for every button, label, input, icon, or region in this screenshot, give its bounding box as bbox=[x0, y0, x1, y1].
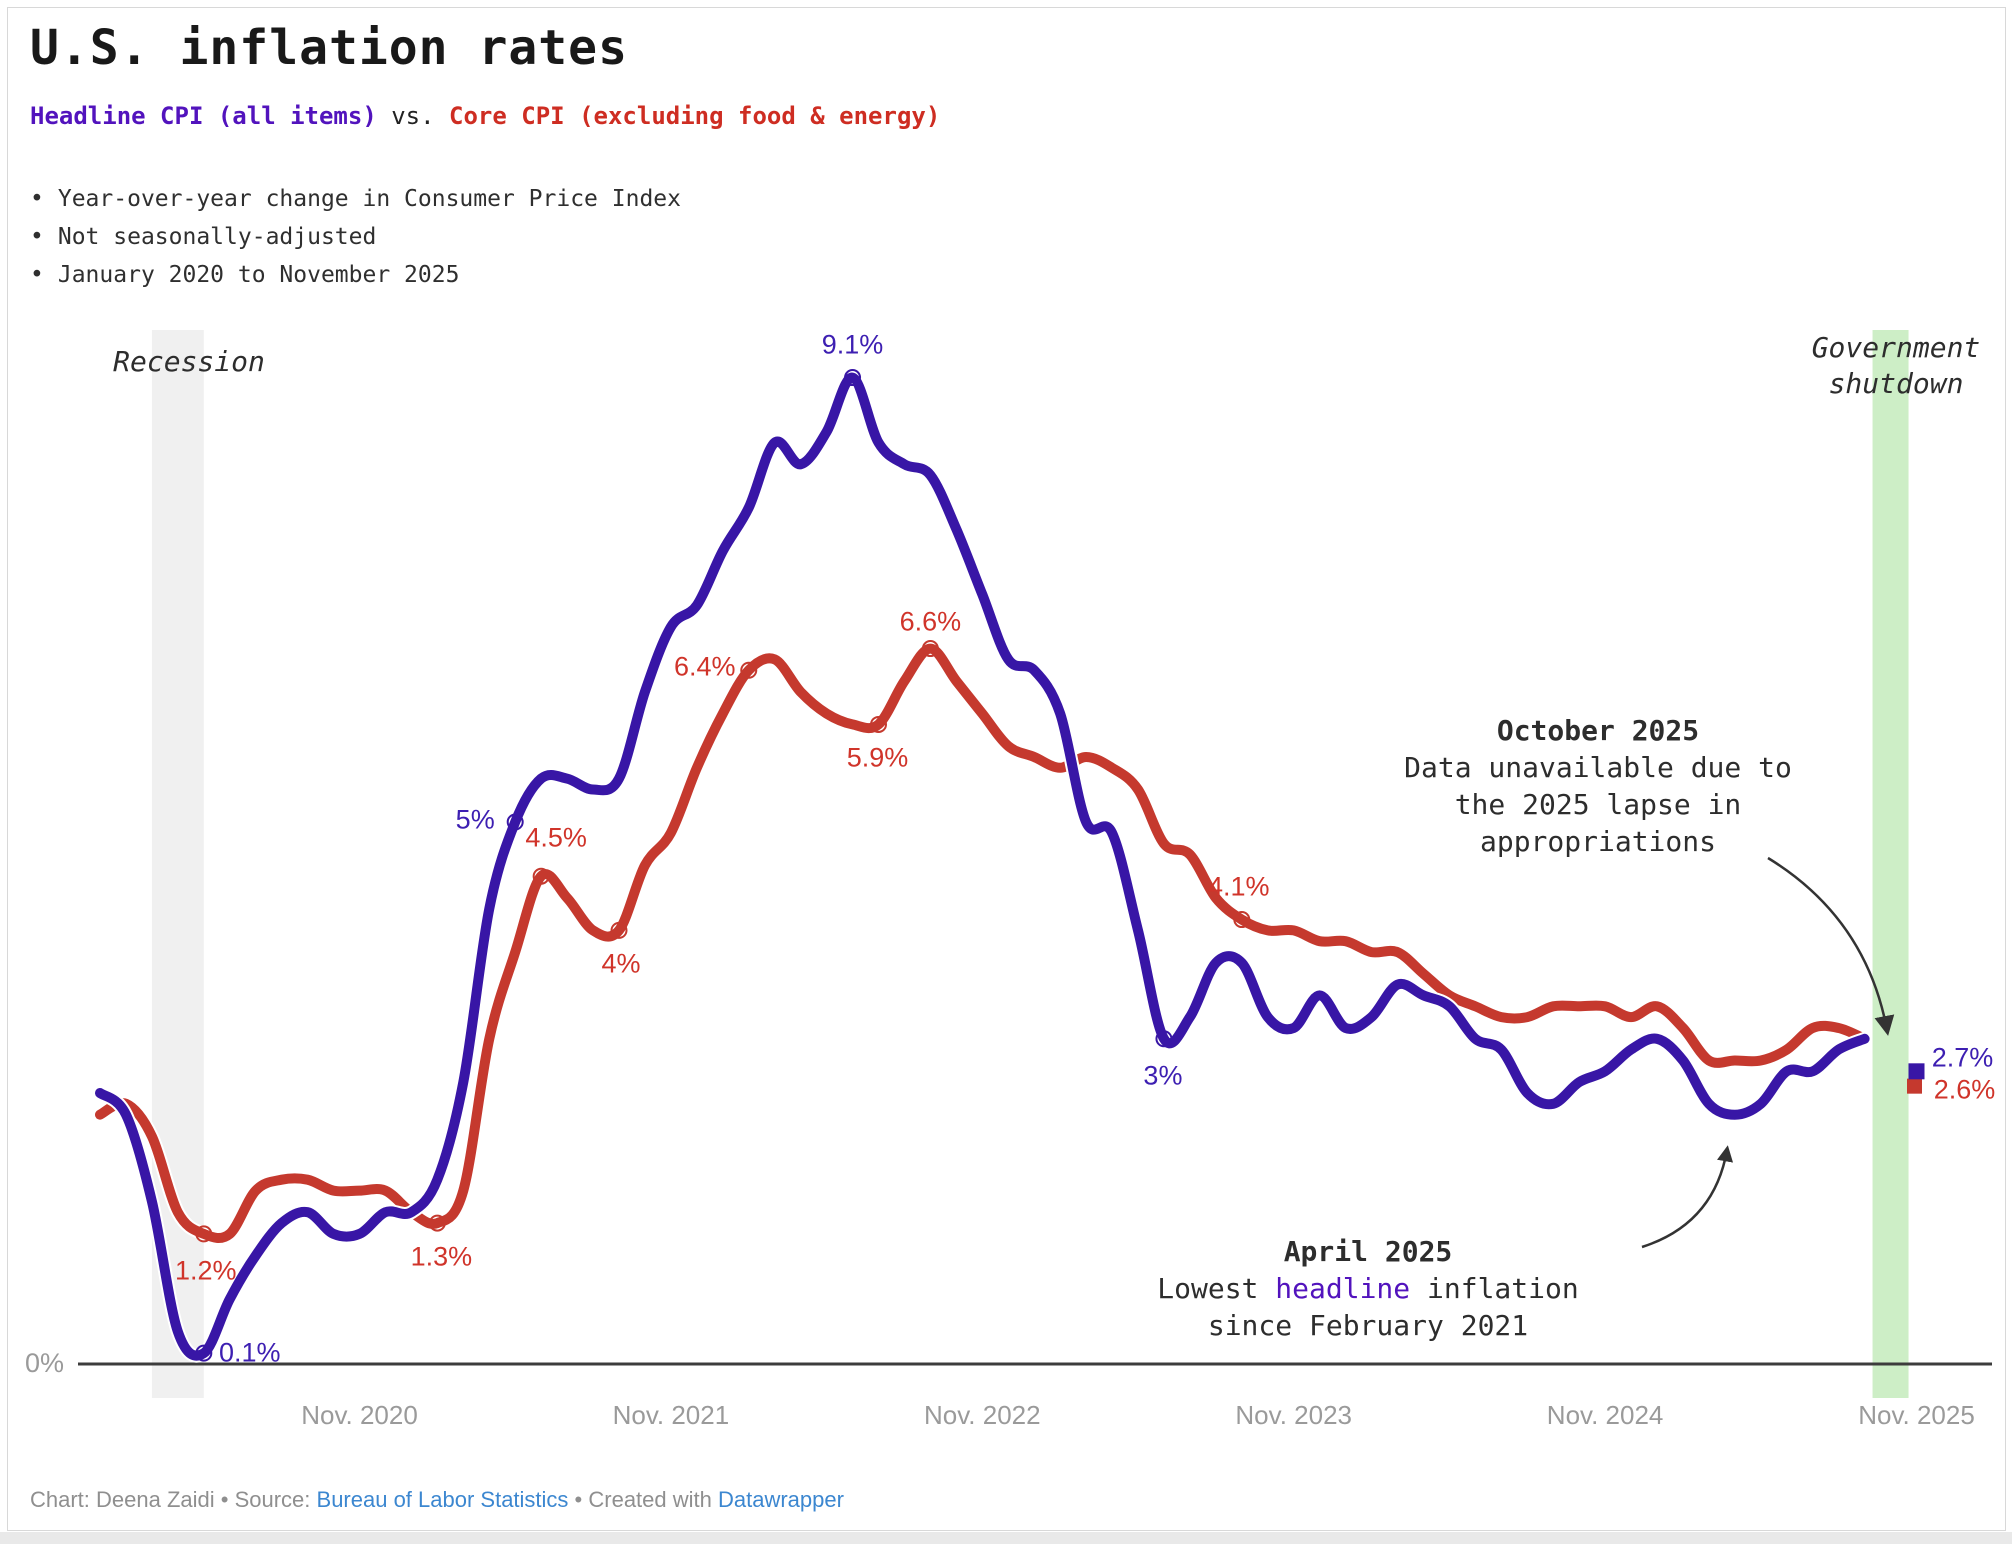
annotation-line: Lowest headline inflation bbox=[1108, 1270, 1628, 1307]
headline-line bbox=[95, 372, 1870, 1361]
chart-description-list: • Year-over-year change in Consumer Pric… bbox=[30, 180, 681, 294]
headline-point-label: 3% bbox=[1143, 1060, 1183, 1091]
legend-core-label: Core CPI (excluding food & energy) bbox=[449, 102, 941, 130]
headline-point-label: 9.1% bbox=[821, 329, 884, 360]
core-line bbox=[95, 643, 1870, 1244]
annotation-highlight-headline: headline bbox=[1275, 1272, 1411, 1305]
description-text: Not seasonally-adjusted bbox=[57, 224, 377, 250]
footer-credit-text: Chart: Deena Zaidi • Source: bbox=[30, 1487, 317, 1512]
annotation-text: Lowest bbox=[1157, 1272, 1276, 1305]
headline-point-marker bbox=[195, 1344, 213, 1362]
chart-footer: Chart: Deena Zaidi • Source: Bureau of L… bbox=[30, 1487, 844, 1513]
core-point-marker bbox=[428, 1214, 446, 1232]
headline-point-marker bbox=[506, 813, 524, 831]
annotation-line: the 2025 lapse in bbox=[1454, 788, 1742, 821]
core-point-marker bbox=[921, 640, 939, 658]
annotation-line: since February 2021 bbox=[1207, 1309, 1529, 1342]
government-shutdown-band bbox=[1872, 330, 1909, 1398]
core-point-label: 6.4% bbox=[673, 651, 736, 682]
core-point-marker bbox=[610, 921, 628, 939]
y-axis-zero-label: 0% bbox=[24, 1348, 64, 1378]
core-point-label: 4.5% bbox=[525, 822, 587, 853]
april-annotation-arrow bbox=[1641, 1145, 1734, 1249]
core-point-label: 5.9% bbox=[846, 742, 909, 773]
core-point-marker bbox=[1233, 911, 1251, 929]
headline-point-marker bbox=[1155, 1030, 1173, 1048]
bullet-dot: • bbox=[30, 186, 44, 212]
annotation-line: Data unavailable due to bbox=[1404, 751, 1792, 784]
x-tick-label: Nov. 2025 bbox=[1858, 1400, 1975, 1430]
core-point-marker bbox=[532, 867, 550, 885]
annotation-october-2025: October 2025 Data unavailable due to the… bbox=[1338, 712, 1858, 860]
legend-headline-label: Headline CPI (all items) bbox=[30, 102, 377, 130]
description-item: • January 2020 to November 2025 bbox=[30, 256, 681, 294]
recession-band-label: Recession bbox=[113, 345, 265, 378]
x-tick-label: Nov. 2020 bbox=[301, 1400, 418, 1430]
bullet-dot: • bbox=[30, 262, 44, 288]
headline-isolated-point-marker bbox=[1908, 1063, 1925, 1080]
x-tick-label: Nov. 2024 bbox=[1546, 1400, 1664, 1430]
headline-point-label: 0.1% bbox=[219, 1337, 281, 1368]
source-link[interactable]: Bureau of Labor Statistics bbox=[316, 1487, 569, 1512]
core-point-marker bbox=[195, 1225, 213, 1243]
core-point-label: 4.1% bbox=[1208, 871, 1270, 902]
core-point-marker bbox=[740, 661, 758, 679]
headline-point-label: 5% bbox=[455, 804, 495, 835]
headline-point-label: 2.7% bbox=[1931, 1042, 1994, 1073]
annotation-april-2025: April 2025 Lowest headline inflation sin… bbox=[1108, 1233, 1628, 1344]
government-shutdown-band-label: Government shutdown bbox=[1811, 331, 1981, 400]
core-point-label: 1.3% bbox=[410, 1241, 473, 1272]
core-point-label: 2.6% bbox=[1933, 1074, 1996, 1105]
headline-point-marker bbox=[844, 369, 862, 387]
x-tick-label: Nov. 2022 bbox=[924, 1400, 1041, 1430]
annotation-line: appropriations bbox=[1479, 825, 1716, 858]
description-item: • Year-over-year change in Consumer Pric… bbox=[30, 180, 681, 218]
annotation-title: October 2025 bbox=[1496, 714, 1700, 747]
legend-vs-text: vs. bbox=[376, 102, 450, 130]
october-annotation-arrow bbox=[1767, 856, 1895, 1036]
annotation-title: April 2025 bbox=[1283, 1235, 1453, 1268]
core-point-label: 6.6% bbox=[899, 606, 962, 637]
annotation-text: inflation bbox=[1410, 1272, 1579, 1305]
footer-separator-text: • Created with bbox=[568, 1487, 718, 1512]
core-point-label: 1.2% bbox=[175, 1255, 237, 1286]
chart-subtitle: Headline CPI (all items) vs. Core CPI (e… bbox=[30, 102, 940, 130]
bullet-dot: • bbox=[30, 224, 44, 250]
datawrapper-link[interactable]: Datawrapper bbox=[717, 1487, 844, 1512]
window-bottom-edge bbox=[0, 1532, 2012, 1544]
x-tick-label: Nov. 2021 bbox=[612, 1400, 730, 1430]
description-text: January 2020 to November 2025 bbox=[57, 262, 460, 288]
description-item: • Not seasonally-adjusted bbox=[30, 218, 681, 256]
x-tick-label: Nov. 2023 bbox=[1235, 1400, 1352, 1430]
description-text: Year-over-year change in Consumer Price … bbox=[57, 186, 681, 212]
core-point-marker bbox=[870, 715, 887, 733]
core-isolated-point-marker bbox=[1907, 1078, 1922, 1094]
core-point-label: 4% bbox=[601, 948, 641, 979]
page-title: U.S. inflation rates bbox=[30, 20, 628, 76]
